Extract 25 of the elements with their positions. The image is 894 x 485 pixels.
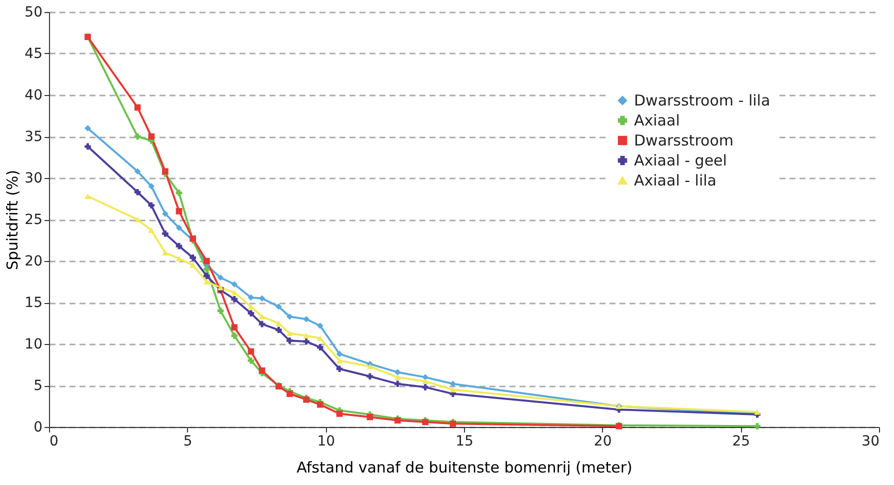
- legend-label: Axiaal - geel: [634, 152, 727, 170]
- x-tick-label: 20: [594, 434, 612, 450]
- y-tick-label: 5: [34, 378, 42, 394]
- y-tick-label: 20: [24, 254, 42, 270]
- x-axis-title: Afstand vanaf de buitenste bomenrij (meter): [296, 458, 632, 476]
- legend-label: Dwarsstroom: [634, 132, 734, 150]
- x-tick-label: 0: [50, 434, 58, 450]
- y-tick-label: 25: [24, 212, 42, 228]
- x-tick-label: 5: [183, 434, 192, 450]
- x-tick-label: 15: [456, 434, 474, 450]
- y-tick-label: 50: [24, 4, 42, 20]
- y-tick-label: 35: [24, 129, 42, 145]
- legend-label: Axiaal: [634, 112, 680, 130]
- x-tick-label: 30: [862, 434, 880, 450]
- y-tick-label: 45: [24, 46, 42, 62]
- legend-label: Dwarsstroom - lila: [634, 92, 770, 110]
- y-tick-label: 30: [24, 170, 42, 186]
- y-tick-label: 10: [24, 336, 42, 352]
- y-tick-label: 40: [24, 88, 42, 104]
- x-tick-label: 25: [732, 434, 750, 450]
- legend-label: Axiaal - lila: [634, 172, 716, 190]
- x-tick-label: 10: [317, 434, 336, 450]
- y-tick-label: 15: [24, 295, 42, 311]
- y-tick-label: 0: [34, 420, 42, 436]
- y-axis-title: Spuitdrift (%): [4, 170, 22, 270]
